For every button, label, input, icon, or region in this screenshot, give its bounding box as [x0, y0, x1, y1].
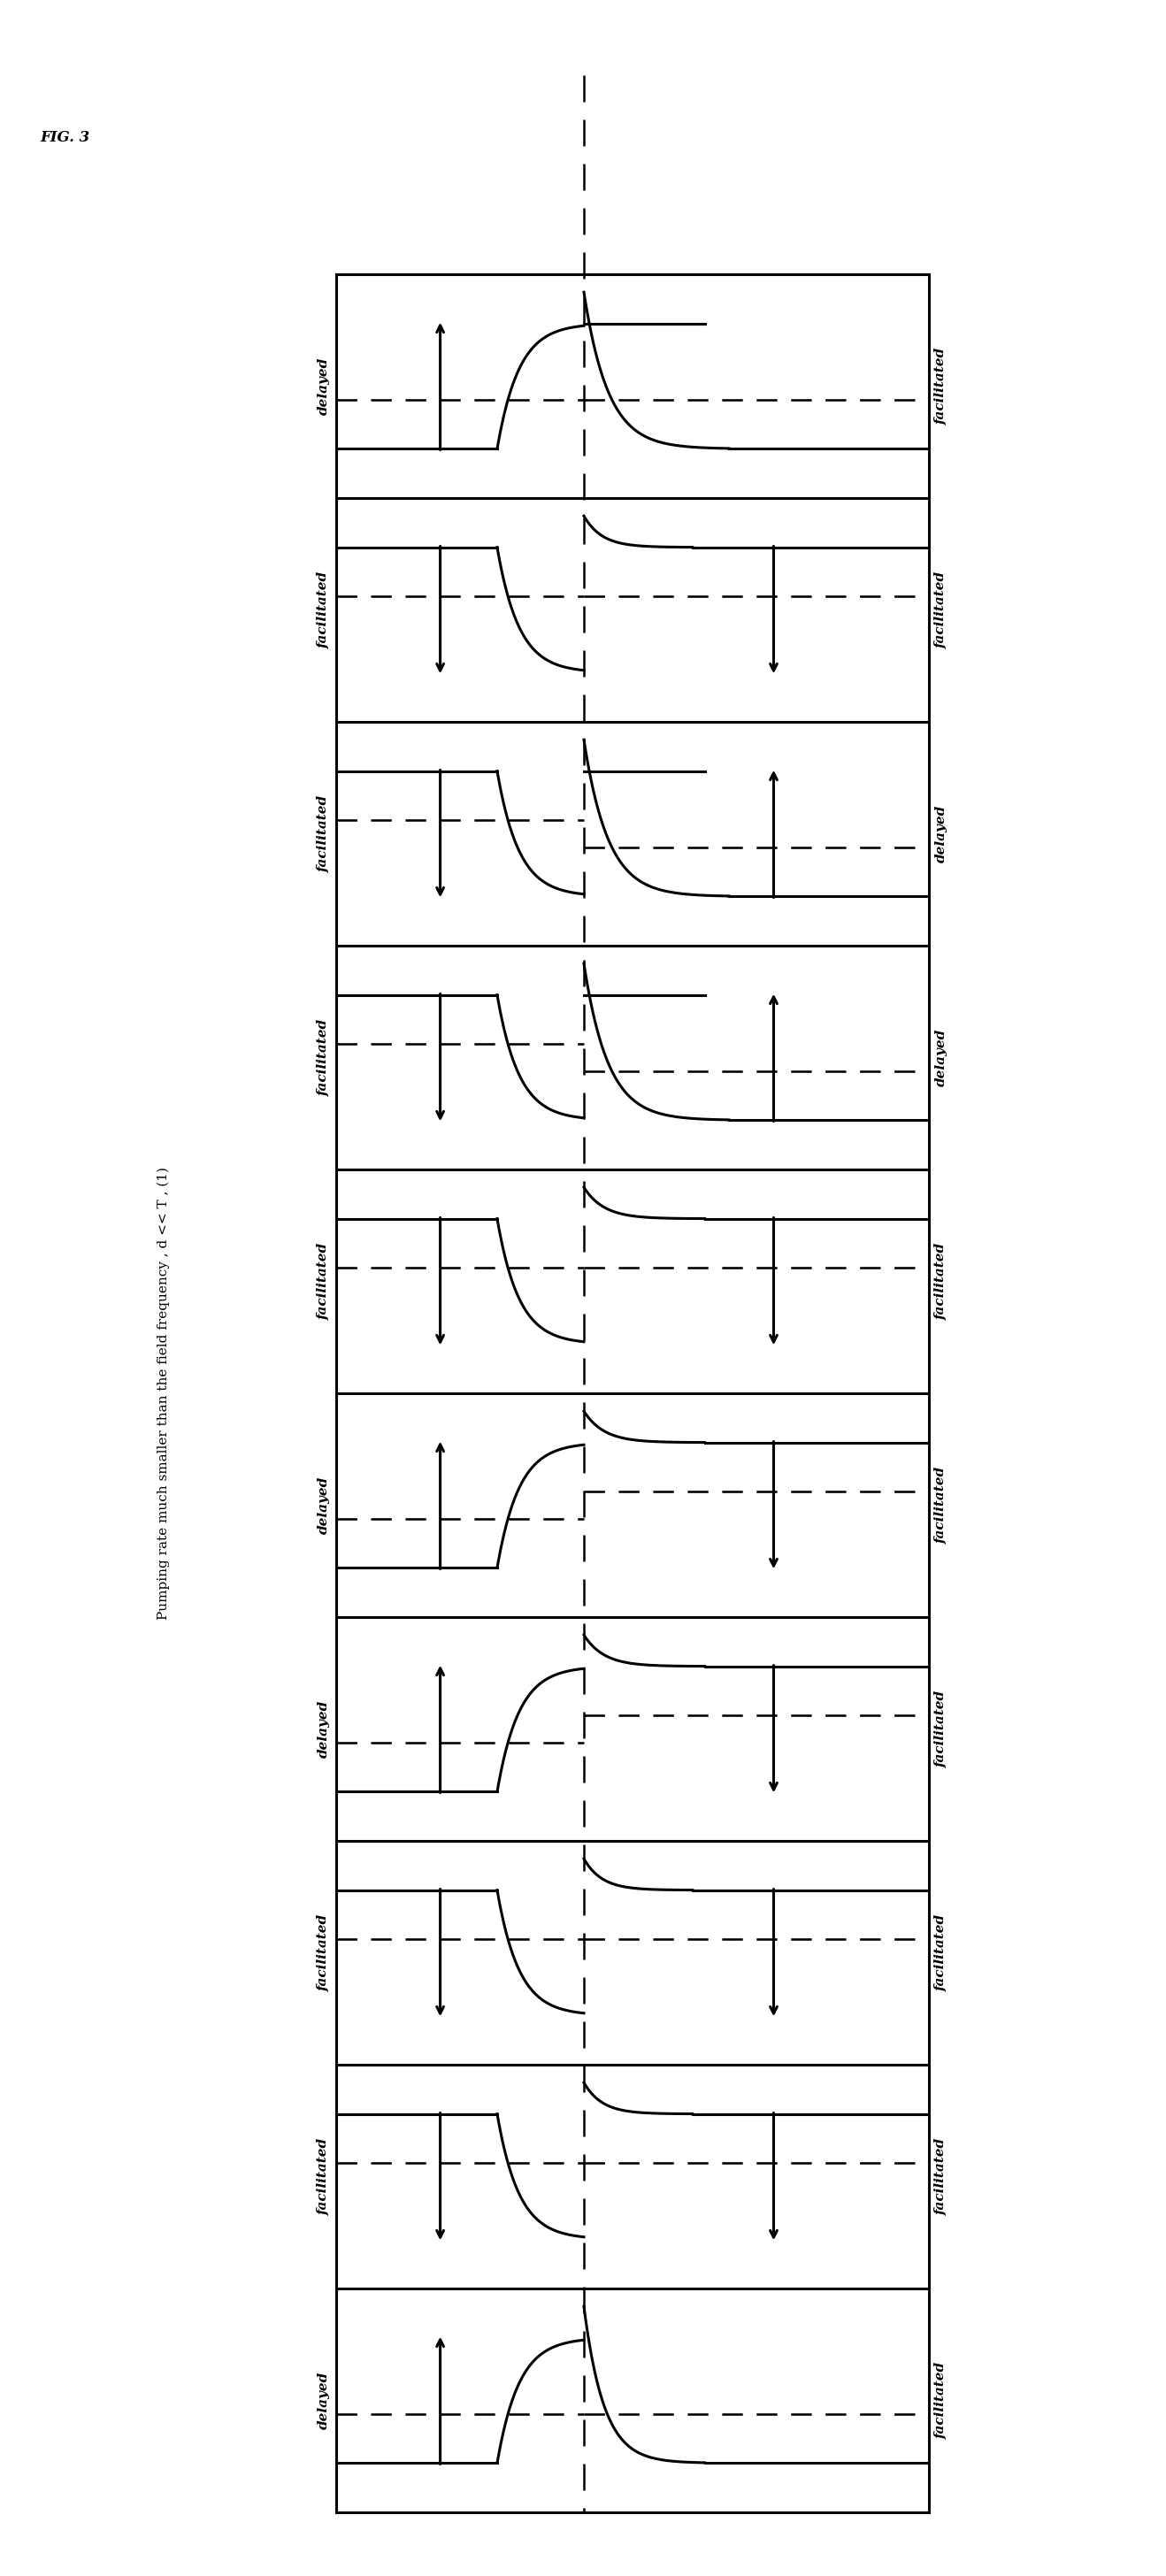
Text: facilitated: facilitated	[935, 348, 948, 425]
Text: delayed: delayed	[317, 1476, 330, 1535]
Text: facilitated: facilitated	[935, 1914, 948, 1991]
Text: facilitated: facilitated	[317, 2138, 330, 2215]
Text: facilitated: facilitated	[317, 1020, 330, 1097]
Text: facilitated: facilitated	[935, 1466, 948, 1543]
Text: facilitated: facilitated	[317, 572, 330, 649]
Text: Pumping rate much smaller than the field frequency , d << T , (1): Pumping rate much smaller than the field…	[157, 1167, 170, 1620]
Text: delayed: delayed	[935, 1028, 948, 1087]
Text: facilitated: facilitated	[317, 796, 330, 873]
Text: facilitated: facilitated	[935, 1690, 948, 1767]
Text: delayed: delayed	[317, 2372, 330, 2429]
Text: facilitated: facilitated	[935, 1242, 948, 1319]
Text: facilitated: facilitated	[935, 2138, 948, 2215]
Text: facilitated: facilitated	[317, 1242, 330, 1319]
Text: delayed: delayed	[317, 358, 330, 415]
Text: facilitated: facilitated	[935, 572, 948, 649]
Text: delayed: delayed	[317, 1700, 330, 1757]
Text: facilitated: facilitated	[935, 2362, 948, 2439]
Text: delayed: delayed	[935, 804, 948, 863]
Text: FIG. 3: FIG. 3	[40, 129, 90, 144]
Text: facilitated: facilitated	[317, 1914, 330, 1991]
